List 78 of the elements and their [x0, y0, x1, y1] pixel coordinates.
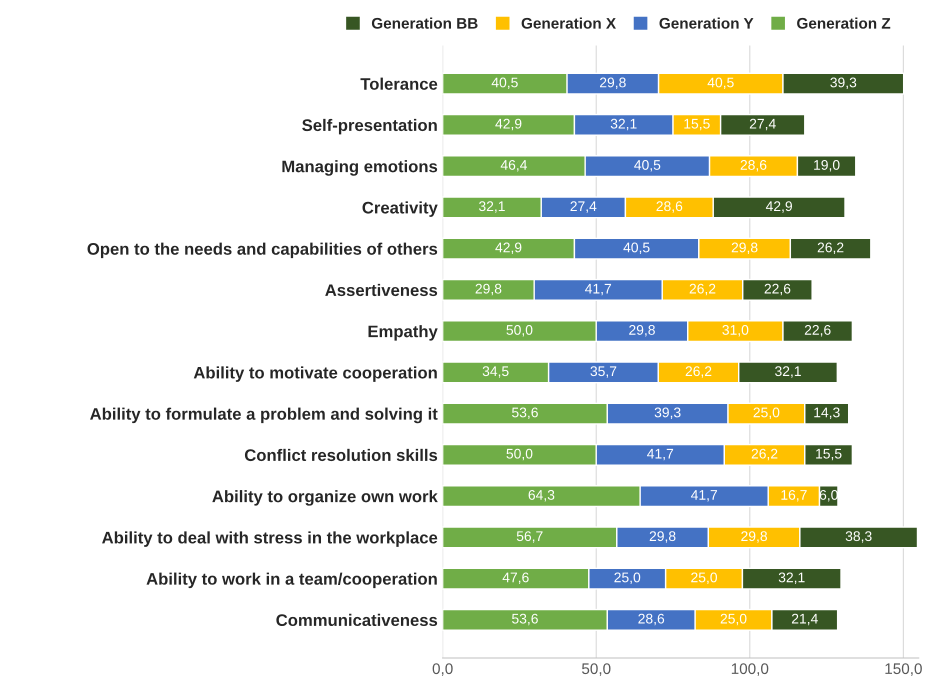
data-label: 25,0 — [720, 614, 746, 626]
y-tick-label: Creativity — [362, 201, 438, 217]
data-label: 32,1 — [778, 572, 805, 584]
data-label: 29,8 — [741, 531, 768, 543]
y-tick-label: Ability to motivate cooperation — [194, 366, 437, 382]
data-label: 28,6 — [740, 160, 766, 172]
data-label: 26,2 — [690, 284, 716, 296]
data-label: 25,0 — [691, 572, 718, 584]
data-label: 26,2 — [686, 366, 712, 378]
data-label: 47,6 — [502, 572, 529, 584]
data-label: 50,0 — [506, 448, 532, 460]
data-label: 42,9 — [495, 242, 522, 254]
data-label: 28,6 — [638, 614, 664, 626]
data-label: 22,6 — [804, 325, 831, 336]
data-label: 41,7 — [647, 448, 674, 460]
data-label: 40,5 — [634, 160, 660, 172]
data-label: 29,8 — [629, 325, 655, 336]
y-tick-label: Conflict resolution skills — [244, 448, 438, 462]
data-label: 38,3 — [846, 531, 872, 543]
data-label: 6,0 — [820, 490, 838, 502]
legend-label: Generation BB — [372, 18, 478, 29]
data-label: 31,0 — [722, 325, 748, 336]
data-label: 35,7 — [590, 366, 616, 378]
data-label: 53,6 — [512, 614, 538, 626]
data-label: 64,3 — [528, 490, 554, 502]
data-label: 50,0 — [506, 325, 532, 336]
data-label: 29,8 — [732, 242, 758, 254]
data-label: 15,5 — [684, 118, 710, 130]
legend-label: Generation Z — [797, 18, 890, 29]
data-label: 21,4 — [792, 614, 818, 626]
data-label: 32,1 — [478, 201, 505, 213]
data-label: 28,6 — [656, 201, 682, 213]
x-tick-label: 50,0 — [582, 663, 610, 676]
data-label: 27,4 — [570, 201, 596, 213]
x-tick-label: 100,0 — [732, 663, 768, 676]
data-label: 42,9 — [766, 201, 792, 213]
data-label: 41,7 — [585, 284, 612, 296]
data-label: 46,4 — [500, 160, 528, 172]
data-label: 40,5 — [708, 78, 734, 90]
data-label: 29,8 — [600, 78, 626, 90]
data-label: 27,4 — [750, 118, 776, 130]
data-label: 16,7 — [781, 490, 807, 502]
y-tick-label: Assertiveness — [325, 284, 438, 296]
data-label: 25,0 — [754, 408, 780, 419]
y-tick-label: Managing emotions — [282, 160, 438, 176]
y-tick-label: Empathy — [368, 325, 438, 341]
data-label: 39,3 — [830, 78, 856, 90]
data-label: 34,5 — [482, 366, 509, 378]
data-label: 26,2 — [818, 242, 844, 254]
data-label: 32,1 — [775, 366, 801, 378]
legend-label: Generation X — [522, 18, 616, 29]
x-tick-label: 0,0 — [432, 663, 453, 676]
data-label: 42,9 — [495, 118, 522, 130]
data-label: 39,3 — [654, 408, 681, 419]
data-label: 14,3 — [814, 408, 840, 419]
y-tick-label: Self-presentation — [302, 118, 437, 134]
y-tick-label: Tolerance — [360, 78, 438, 90]
data-label: 22,6 — [764, 284, 790, 296]
y-tick-label: Ability to work in a team/cooperation — [146, 572, 437, 588]
legend-label: Generation Y — [660, 18, 754, 29]
data-label: 26,2 — [752, 448, 778, 460]
data-label: 40,5 — [623, 242, 650, 254]
data-label: 29,8 — [650, 531, 676, 543]
y-tick-label: Open to the needs and capabilities of others — [88, 242, 438, 258]
y-tick-label: Ability to deal with stress in the workplace — [102, 531, 438, 547]
data-label: 56,7 — [516, 531, 543, 543]
data-label: 40,5 — [492, 78, 518, 90]
y-tick-label: Communicativeness — [276, 614, 438, 626]
data-label: 25,0 — [614, 572, 640, 584]
data-label: 29,8 — [476, 284, 502, 296]
data-label: 15,5 — [816, 448, 842, 460]
data-label: 19,0 — [814, 160, 840, 172]
data-label: 32,1 — [610, 118, 637, 130]
data-label: 41,7 — [690, 490, 718, 502]
x-tick-label: 150,0 — [885, 663, 922, 676]
y-tick-label: Ability to organize own work — [212, 490, 438, 506]
data-label: 53,6 — [512, 408, 538, 419]
y-tick-label: Ability to formulate a problem and solving it — [90, 408, 438, 424]
